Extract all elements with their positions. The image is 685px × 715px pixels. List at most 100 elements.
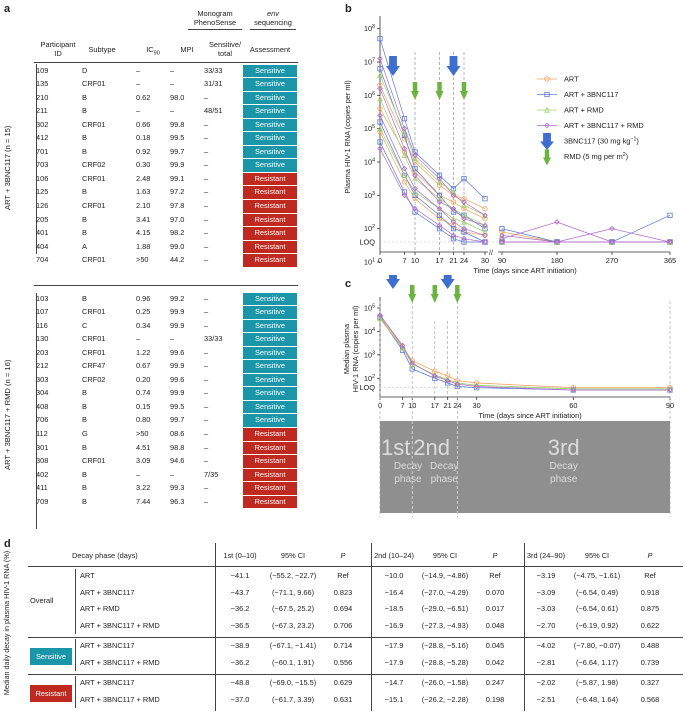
data-point <box>544 76 550 82</box>
ic90: 0.34 <box>136 320 151 330</box>
y-tick-label: 104 <box>364 327 375 336</box>
sensitive-total: 7/35 <box>204 469 219 479</box>
mpi: 99.9 <box>170 160 185 170</box>
x-tick-label: 10 <box>411 256 419 265</box>
subtype: B <box>82 106 87 116</box>
decay-regimen: ART + 3BNC117 + RMD <box>80 657 160 667</box>
y-tick-exp: 3 <box>372 350 375 356</box>
decay-cell: −2.02 <box>536 678 556 687</box>
rmd-dose-arrow <box>435 82 444 100</box>
assessment-badge: Resistant <box>243 227 297 240</box>
data-point <box>412 185 418 192</box>
decay-cell: (−6.48, 1.64) <box>575 694 619 704</box>
ic90: 0.62 <box>136 92 151 102</box>
sensitive-total: – <box>204 401 209 411</box>
group1-bracket <box>36 64 37 254</box>
participant-id: 130 <box>36 334 49 344</box>
y-tick-loq: LOQ <box>359 238 375 247</box>
decay-cell: Ref <box>489 571 501 580</box>
subtype: B <box>82 228 87 238</box>
data-point <box>436 222 443 229</box>
decay-row-title: Median daily decay in plasma HIV-1 RNA (… <box>2 550 11 696</box>
subtype: B <box>82 133 87 143</box>
y-tick-label: 103 <box>364 191 375 200</box>
phase-phase-label: phase <box>394 474 422 485</box>
data-point <box>436 216 443 222</box>
decay-regimen: ART + RMD <box>80 604 120 613</box>
decay-regimen: ART + 3BNC117 <box>80 678 135 687</box>
x-tick-label: 180 <box>551 256 563 265</box>
mpi: 99.6 <box>170 374 185 384</box>
data-point <box>399 342 406 349</box>
decay-cell: (−61.7, 3.39) <box>271 694 315 704</box>
participant-id: 303 <box>36 374 49 384</box>
y-tick-exp: 6 <box>372 91 375 97</box>
series-line <box>379 314 670 391</box>
decay-cell: (−26.2, −2.28) <box>421 694 469 704</box>
participant-id: 703 <box>36 160 49 170</box>
decay-cell: 0.488 <box>640 641 660 650</box>
data-point <box>609 239 615 245</box>
assessment-badge: Sensitive <box>243 64 297 78</box>
x-tick-label: 0 <box>378 401 382 410</box>
legend-label: 3BNC117 (30 mg kg−1) <box>564 137 639 146</box>
x-tick-label: 30 <box>481 256 489 265</box>
data-point <box>450 186 457 192</box>
header-rule-monogram <box>188 29 242 30</box>
header-mpi: MPI <box>180 45 194 54</box>
group-separator <box>34 285 298 286</box>
data-point <box>609 225 615 232</box>
participant-id: 404 <box>36 241 49 251</box>
data-point <box>377 129 383 135</box>
ic90: 0.20 <box>136 374 151 384</box>
sensitive-total: – <box>204 173 209 183</box>
mpi: 99.6 <box>170 347 185 357</box>
sensitive-total: – <box>204 293 209 303</box>
data-point <box>412 149 418 155</box>
series-line <box>379 88 486 226</box>
data-point <box>461 215 467 222</box>
decay-cell: 0.918 <box>640 587 660 597</box>
series-line <box>502 215 671 243</box>
data-point <box>461 206 467 212</box>
group1-label: ART + 3BNC117 (n = 15) <box>3 125 12 210</box>
sensitive-total: – <box>204 187 209 197</box>
subtype: B <box>82 146 87 156</box>
data-point <box>554 219 560 225</box>
decay-cell: (−71.1, 9.66) <box>271 587 315 597</box>
subtype: CRF01 <box>82 119 106 129</box>
assessment-badge: Sensitive <box>243 333 297 346</box>
decay-cell: −3.19 <box>536 571 556 580</box>
decay-cell: (−67.3, 23.2) <box>271 620 315 630</box>
ic90: 0.18 <box>136 133 151 143</box>
sensitive-total: – <box>204 92 209 102</box>
assessment-badge: Resistant <box>243 213 297 227</box>
data-point <box>461 176 467 182</box>
participant-id: 709 <box>36 496 49 506</box>
mpi: 99.9 <box>170 307 185 317</box>
decay-cell: (−14.9, −4.86) <box>421 571 469 580</box>
data-point <box>482 232 488 239</box>
subtype: B <box>82 388 87 398</box>
ic90: 2.48 <box>136 173 151 183</box>
ic90: – <box>136 106 141 116</box>
data-point <box>412 205 418 212</box>
data-point <box>412 188 418 195</box>
x-tick-label: 270 <box>606 256 618 265</box>
data-point <box>412 152 418 159</box>
decay-group-rule <box>28 674 683 675</box>
decay-header-cell: 95% CI <box>584 551 610 560</box>
decay-cell: −15.1 <box>384 694 404 704</box>
y-tick-loq: LOQ <box>359 383 375 392</box>
assessment-badge: Sensitive <box>243 306 297 319</box>
data-point <box>401 145 408 152</box>
decay-cell: (−29.0, −6.51) <box>421 604 469 613</box>
data-point <box>461 235 467 242</box>
decay-group-bracket <box>75 569 76 634</box>
ic90: 0.74 <box>136 388 151 398</box>
decay-cell: 0.875 <box>640 604 660 613</box>
assessment-badge: Resistant <box>243 482 297 495</box>
y-axis-label-line1: Median plasma <box>342 323 351 374</box>
assessment-badge: Sensitive <box>243 91 297 105</box>
ic90: 0.15 <box>136 401 151 411</box>
